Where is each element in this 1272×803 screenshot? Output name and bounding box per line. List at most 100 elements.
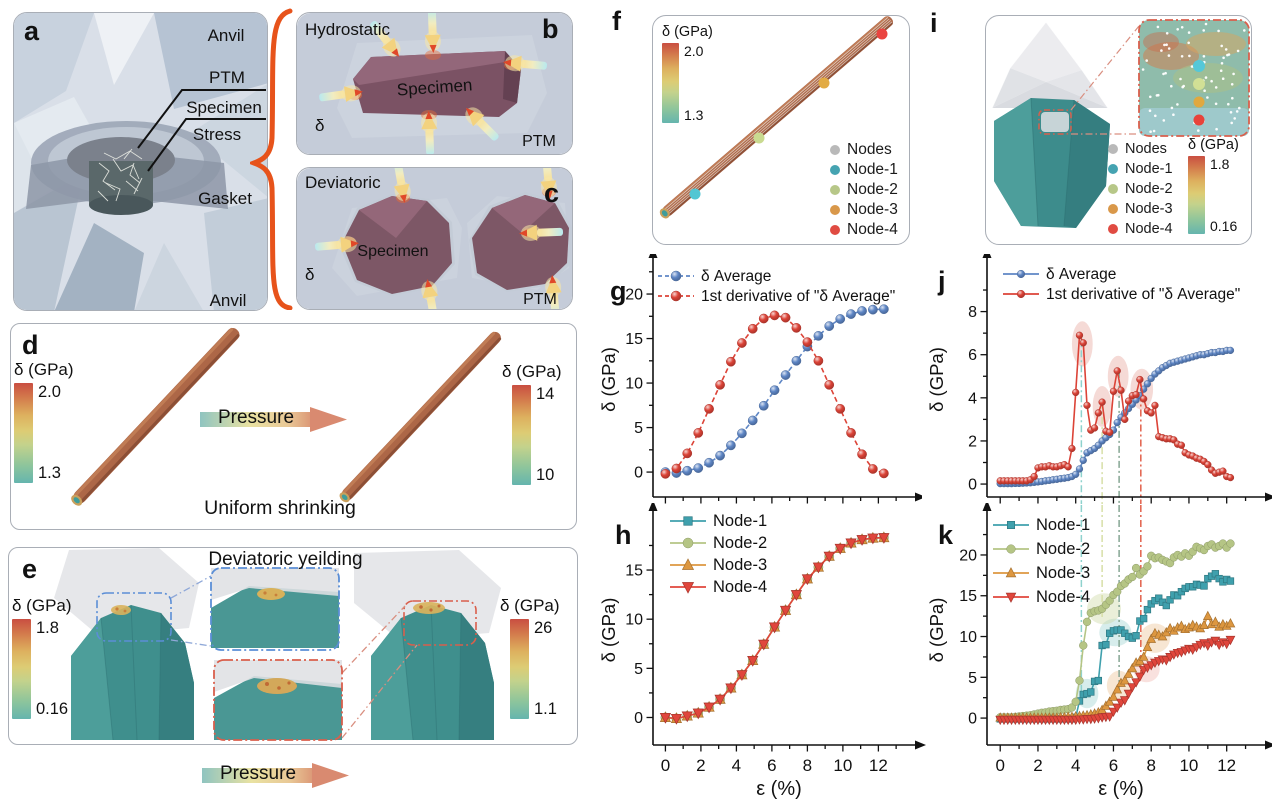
legend-item: Node-1 — [830, 160, 898, 180]
y-tick-label: 2 — [968, 433, 977, 450]
colorbar-title: δ (GPa) — [14, 360, 74, 379]
colorbar-title: δ (GPa) — [662, 24, 713, 40]
y-axis-label: δ (GPa) — [600, 347, 619, 412]
y-tick-label: 15 — [625, 563, 643, 580]
legend-item: Node-4 — [830, 220, 898, 240]
x-tick-label: 0 — [661, 756, 670, 775]
colorbar-gradient — [510, 619, 529, 719]
panel-letter-j: j — [938, 266, 946, 296]
axes — [652, 511, 915, 746]
panel-i-legend: Nodes Node-1 Node-2 Node-3 Node-4 — [1108, 139, 1173, 239]
zoom-connector-red — [341, 605, 418, 739]
y-tick-label: 0 — [968, 711, 977, 728]
legend-label: Node-3 — [1036, 564, 1090, 582]
legend-label: Node-2 — [713, 534, 767, 552]
x-tick-label: 12 — [1217, 756, 1236, 775]
chart-legend: Node-1 Node-2 Node-3 Node-4 — [670, 512, 767, 596]
colorbar-min: 0.16 — [36, 700, 69, 718]
legend-label: Node-2 — [1125, 181, 1173, 197]
legend-dot-icon — [830, 185, 840, 195]
legend-label: Nodes — [1125, 141, 1167, 157]
y-tick-label: 0 — [634, 710, 643, 727]
panel-d-uniform-shrinking — [10, 323, 577, 530]
panel-letter-k: k — [938, 520, 954, 550]
y-tick-label: 10 — [625, 612, 643, 629]
y-tick-label: 4 — [968, 390, 977, 407]
ticks — [980, 533, 1247, 752]
legend-label: Node-1 — [713, 512, 767, 530]
colorbar-i: δ (GPa) 1.8 0.16 — [1188, 137, 1239, 234]
x-tick-label: 4 — [1071, 756, 1080, 775]
panel-b-hydrostatic: Hydrostatic Specimen δ PTM — [296, 12, 573, 155]
panel-letter-e: e — [22, 554, 38, 584]
legend-dot-icon — [1108, 164, 1118, 174]
y-tick-label: 10 — [625, 376, 643, 393]
panel-d-caption: Uniform shrinking — [204, 497, 356, 519]
chart-k-node-stress: 0 2 4 6 8 10 12 0 5 10 15 20 Node-1 Node-2 Node-3 Node-… — [928, 503, 1272, 803]
chart-legend: δ Average 1st derivative of "δ Average" — [1003, 266, 1240, 303]
nanoparticle-bottom — [994, 97, 1110, 228]
colorbar-max: 26 — [534, 619, 553, 637]
y-tick-label: 5 — [634, 661, 643, 678]
nanoparticle-after — [371, 602, 494, 741]
brace-icon — [250, 8, 293, 310]
series-markers — [660, 304, 889, 478]
panel-letter-f: f — [612, 6, 621, 36]
colorbar-gradient — [512, 385, 531, 485]
y-tick-label: 10 — [959, 629, 977, 646]
y-axis-arrow-icon — [982, 503, 992, 511]
series-markers — [659, 533, 890, 725]
legend-item: Node-4 — [1108, 219, 1173, 239]
pressure-arrow: Pressure — [200, 760, 350, 790]
label-gasket: Gasket — [198, 189, 252, 208]
node-3-dot — [818, 77, 830, 89]
panel-letter-d: d — [22, 330, 39, 360]
colorbar-min: 0.16 — [1210, 218, 1238, 234]
colorbar-gradient — [1188, 156, 1205, 234]
nanoparticle-nodes-illustration — [991, 19, 1250, 228]
legend-label: Node-2 — [1036, 540, 1090, 558]
label-ptm: PTM — [209, 68, 245, 87]
specimen-crack-network — [97, 148, 143, 202]
node-2-dot — [753, 132, 765, 144]
legend-item: Node-2 — [830, 180, 898, 200]
colorbar-f: δ (GPa) 2.0 1.3 — [662, 24, 713, 123]
y-tick-label: 5 — [634, 420, 643, 437]
pressure-label: Pressure — [219, 763, 297, 784]
y-tick-label: 20 — [625, 287, 643, 304]
legend-label: Node-3 — [1125, 201, 1173, 217]
pointer-lines — [137, 89, 266, 172]
nanowire-pair-illustration — [71, 327, 502, 506]
y-tick-label: 15 — [959, 588, 977, 605]
colorbar-max: 1.8 — [36, 619, 59, 637]
legend-item: Nodes — [1108, 139, 1173, 159]
ticks — [646, 544, 897, 752]
y-tick-label: 20 — [959, 547, 977, 564]
inset-blue — [210, 567, 340, 651]
colorbar-max: 2.0 — [684, 43, 704, 59]
colorbar-max: 2.0 — [38, 383, 61, 401]
panel-i-nanoparticle-nodes — [985, 15, 1252, 245]
legend-dot-icon — [830, 225, 840, 235]
legend-label: Node-1 — [1036, 516, 1090, 534]
panel-c-specimen-label: Specimen — [357, 243, 428, 260]
series-markers — [660, 310, 889, 479]
y-axis-label: δ (GPa) — [600, 598, 619, 663]
colorbar-max: 1.8 — [1210, 156, 1230, 172]
x-tick-label: 6 — [1109, 756, 1118, 775]
legend-label: Node-1 — [1125, 161, 1173, 177]
colorbar-min: 1.3 — [684, 107, 704, 123]
x-tick-label: 8 — [803, 756, 812, 775]
colorbar-gradient — [662, 43, 679, 123]
legend-dot-icon — [830, 145, 840, 155]
panel-letter-g: g — [610, 276, 627, 306]
series-markers — [996, 331, 1235, 485]
x-tick-label: 4 — [732, 756, 741, 775]
x-axis-arrow-icon — [1265, 492, 1272, 502]
mesh-node-dots — [1141, 22, 1246, 133]
panel-letter-i: i — [930, 8, 938, 38]
colorbar-e-right: δ (GPa) 26 1.1 — [500, 596, 560, 719]
panel-c-title: Deviatoric — [305, 173, 381, 192]
colorbar-title: δ (GPa) — [502, 362, 562, 381]
